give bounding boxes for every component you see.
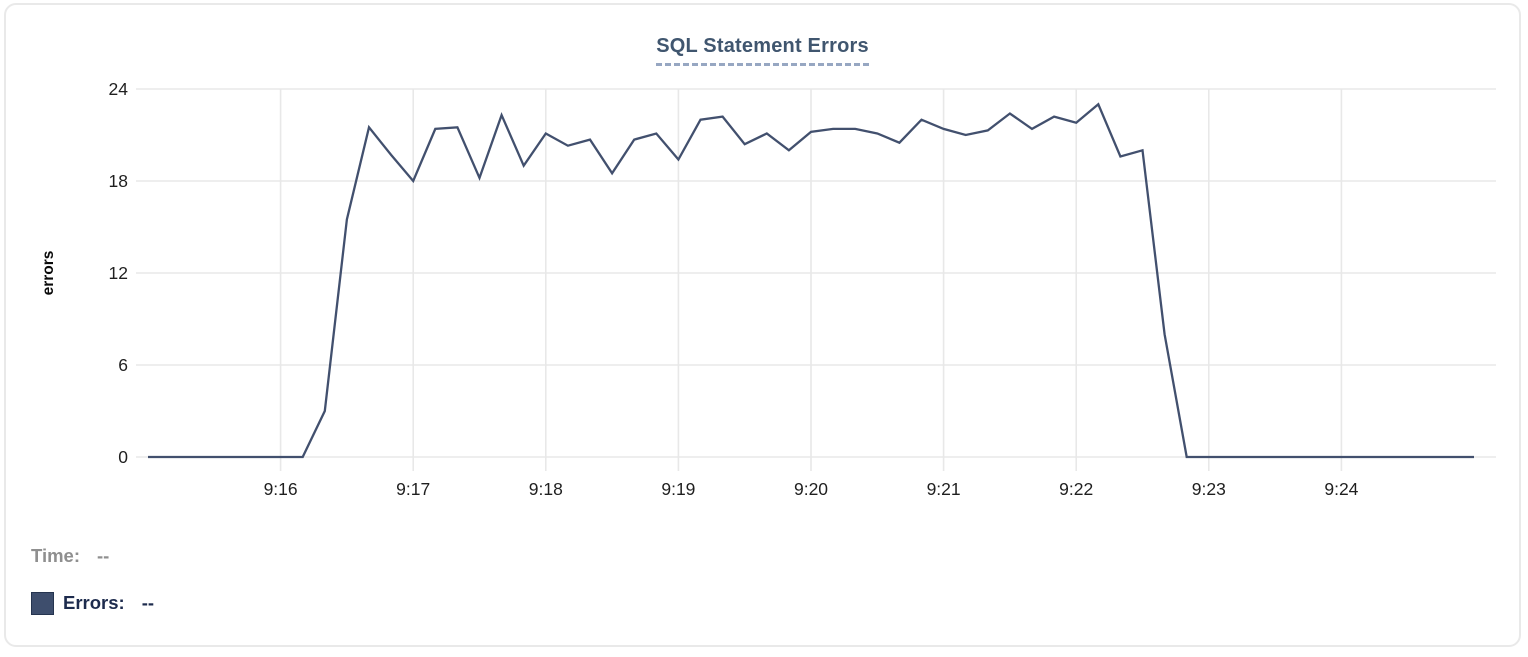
x-tick-label: 9:24 bbox=[1324, 479, 1358, 499]
x-tick-label: 9:17 bbox=[396, 479, 430, 499]
legend-time-label: Time: bbox=[31, 545, 81, 566]
x-tick-label: 9:18 bbox=[529, 479, 563, 499]
y-tick-label: 12 bbox=[109, 263, 128, 283]
x-tick-label: 9:16 bbox=[264, 479, 298, 499]
legend-time-value: -- bbox=[97, 545, 110, 566]
legend-errors-label: Errors: bbox=[63, 592, 125, 613]
legend-time-row: Time: -- bbox=[31, 543, 154, 569]
chart-header: SQL Statement Errors bbox=[6, 35, 1519, 66]
x-tick-label: 9:22 bbox=[1059, 479, 1093, 499]
x-tick-label: 9:19 bbox=[661, 479, 695, 499]
chart-title[interactable]: SQL Statement Errors bbox=[656, 35, 869, 66]
x-tick-label: 9:23 bbox=[1192, 479, 1226, 499]
errors-series-swatch bbox=[31, 591, 54, 615]
y-tick-label: 24 bbox=[109, 79, 129, 99]
errors-line-chart: 0 6 12 18 24 9:16 9:17 9:18 9:19 9:20 9:21 9:22 9:23… bbox=[40, 79, 1496, 499]
series-line-errors bbox=[148, 102, 1474, 459]
y-tick-label: 6 bbox=[118, 355, 128, 375]
y-tick-label: 18 bbox=[109, 171, 128, 191]
legend-errors-row: Errors: -- bbox=[31, 590, 154, 616]
x-tick-label: 9:20 bbox=[794, 479, 828, 499]
chart-card: SQL Statement Errors 0 6 12 18 24 9:16 9:17 9:1… bbox=[4, 3, 1521, 647]
chart-legend: Time: -- Errors: -- bbox=[31, 543, 154, 637]
legend-errors-value: -- bbox=[141, 592, 155, 613]
y-axis-title: errors bbox=[40, 251, 57, 296]
x-tick-label: 9:21 bbox=[927, 479, 961, 499]
y-tick-label: 0 bbox=[118, 447, 128, 467]
